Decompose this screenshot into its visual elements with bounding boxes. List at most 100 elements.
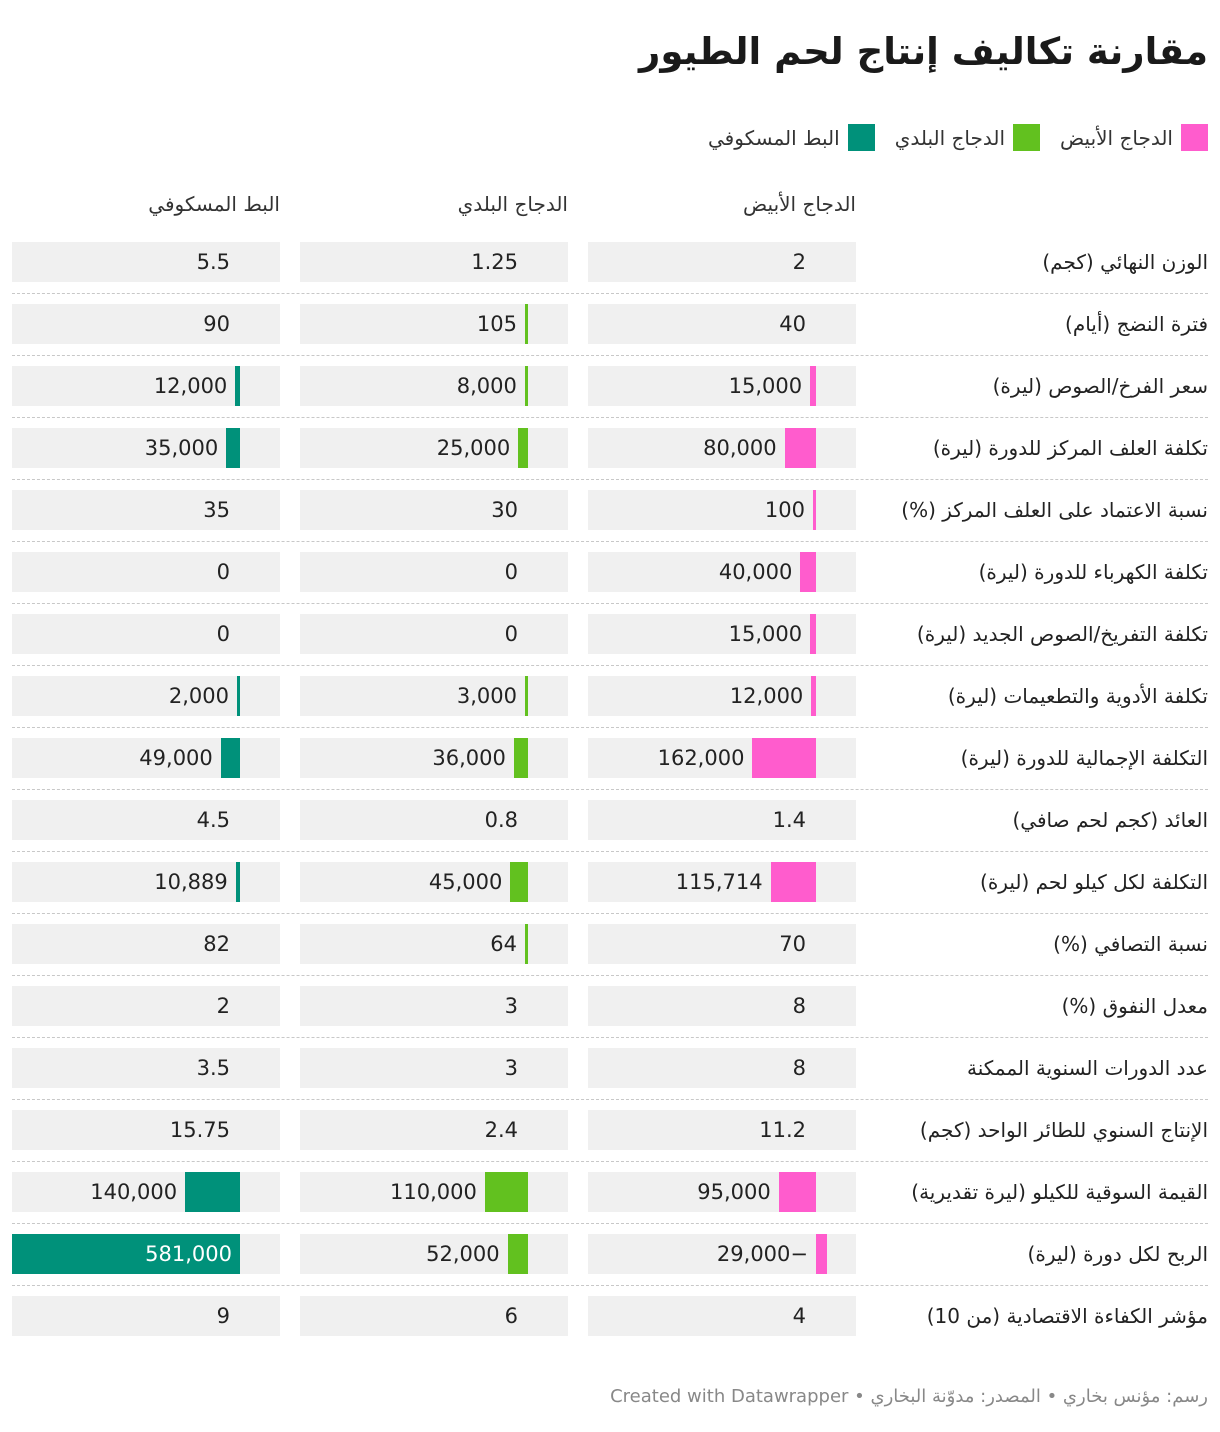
row-label: نسبة الاعتماد على العلف المركز (%) <box>901 498 1208 522</box>
bar-white-chicken <box>752 738 816 778</box>
cell-local-chicken: 0 <box>300 614 568 654</box>
bar-local-chicken <box>518 428 528 468</box>
bar-white-chicken <box>800 552 816 592</box>
value-label: 8 <box>792 994 806 1018</box>
cell-local-chicken: 3 <box>300 986 568 1026</box>
cell-local-chicken: 1.25 <box>300 242 568 282</box>
footer-credits: رسم: مؤنس بخاري • المصدر: مدوّنة البخاري… <box>610 1386 1208 1407</box>
cell-white-chicken: 4 <box>588 1296 856 1336</box>
column-header-white-chicken: الدجاج الأبيض <box>743 192 856 216</box>
legend-item-white-chicken: الدجاج الأبيض <box>1060 124 1208 151</box>
value-label: 45,000 <box>428 870 503 894</box>
cell-white-chicken: 8 <box>588 986 856 1026</box>
bar-local-chicken <box>510 862 528 902</box>
value-label: 40 <box>779 312 806 336</box>
value-label: 2 <box>792 250 806 274</box>
row-divider <box>12 1223 1208 1224</box>
row-divider <box>12 293 1208 294</box>
cell-muscovy-duck: 10,889 <box>12 862 280 902</box>
cell-white-chicken: 100 <box>588 490 856 530</box>
row-divider <box>12 1285 1208 1286</box>
legend-swatch-muscovy-duck <box>847 124 875 151</box>
cell-white-chicken: 12,000 <box>588 676 856 716</box>
value-label: 0 <box>216 622 230 646</box>
cell-local-chicken: 110,000 <box>300 1172 568 1212</box>
row-divider <box>12 913 1208 914</box>
bar-local-chicken <box>513 738 528 778</box>
legend-swatch-white-chicken <box>1181 124 1208 151</box>
row-divider <box>12 541 1208 542</box>
value-label: 3 <box>504 994 518 1018</box>
value-label: 12,000 <box>729 684 804 708</box>
cell-local-chicken: 6 <box>300 1296 568 1336</box>
cell-local-chicken: 25,000 <box>300 428 568 468</box>
bar-muscovy-duck <box>235 862 240 902</box>
cell-muscovy-duck: 5.5 <box>12 242 280 282</box>
row-divider <box>12 975 1208 976</box>
cell-muscovy-duck: 82 <box>12 924 280 964</box>
cell-local-chicken: 3 <box>300 1048 568 1088</box>
value-label: 8 <box>792 1056 806 1080</box>
cell-muscovy-duck: 0 <box>12 614 280 654</box>
bar-white-chicken <box>810 366 816 406</box>
cell-white-chicken: 70 <box>588 924 856 964</box>
value-label: 115,714 <box>675 870 763 894</box>
value-label: 70 <box>779 932 806 956</box>
cell-muscovy-duck: 140,000 <box>12 1172 280 1212</box>
value-label: 162,000 <box>657 746 745 770</box>
cell-muscovy-duck: 35 <box>12 490 280 530</box>
row-divider <box>12 479 1208 480</box>
cell-muscovy-duck: 15.75 <box>12 1110 280 1150</box>
value-label: 0 <box>504 560 518 584</box>
row-label: القيمة السوقية للكيلو (ليرة تقديرية) <box>911 1180 1208 1204</box>
value-label: 105 <box>476 312 517 336</box>
value-label: 0.8 <box>484 808 518 832</box>
value-label: 5.5 <box>196 250 230 274</box>
cell-white-chicken: 29,000− <box>588 1234 856 1274</box>
row-divider <box>12 355 1208 356</box>
cell-muscovy-duck: 12,000 <box>12 366 280 406</box>
row-label: الوزن النهائي (كجم) <box>1042 250 1208 274</box>
value-label: 1.25 <box>471 250 518 274</box>
row-label: العائد (كجم لحم صافي) <box>1012 808 1209 832</box>
row-label: التكلفة لكل كيلو لحم (ليرة) <box>980 870 1208 894</box>
cell-white-chicken: 15,000 <box>588 614 856 654</box>
cell-local-chicken: 45,000 <box>300 862 568 902</box>
value-label: 2,000 <box>168 684 229 708</box>
cell-muscovy-duck: 35,000 <box>12 428 280 468</box>
row-divider <box>12 665 1208 666</box>
value-label: 8,000 <box>456 374 517 398</box>
row-divider <box>12 1161 1208 1162</box>
cell-muscovy-duck: 0 <box>12 552 280 592</box>
value-label: 3,000 <box>456 684 517 708</box>
value-label: 12,000 <box>153 374 228 398</box>
row-label: تكلفة الكهرباء للدورة (ليرة) <box>978 560 1208 584</box>
cell-white-chicken: 40 <box>588 304 856 344</box>
cell-local-chicken: 105 <box>300 304 568 344</box>
legend-item-muscovy-duck: البط المسكوفي <box>708 124 875 151</box>
row-label: نسبة التصافي (%) <box>1053 932 1208 956</box>
value-label: 6 <box>504 1304 518 1328</box>
column-header-muscovy-duck: البط المسكوفي <box>148 192 280 216</box>
bar-white-chicken <box>816 1234 828 1274</box>
value-label: 49,000 <box>139 746 213 770</box>
bar-white-chicken <box>778 1172 816 1212</box>
column-header-local-chicken: الدجاج البلدي <box>457 192 568 216</box>
legend-label-muscovy-duck: البط المسكوفي <box>708 125 840 150</box>
value-label: 82 <box>203 932 230 956</box>
cell-white-chicken: 15,000 <box>588 366 856 406</box>
row-label: عدد الدورات السنوية الممكنة <box>967 1056 1208 1080</box>
bar-white-chicken <box>811 676 816 716</box>
value-label: 581,000 <box>145 1242 232 1266</box>
value-label: 95,000 <box>697 1180 771 1204</box>
value-label: 15.75 <box>169 1118 230 1142</box>
cell-muscovy-duck: 4.5 <box>12 800 280 840</box>
value-label: 15,000 <box>728 622 803 646</box>
value-label: 52,000 <box>426 1242 500 1266</box>
legend: الدجاج الأبيض الدجاج البلدي البط المسكوف… <box>708 124 1208 151</box>
bar-local-chicken <box>524 366 528 406</box>
legend-label-local-chicken: الدجاج البلدي <box>894 125 1006 150</box>
bar-muscovy-duck <box>226 428 240 468</box>
value-label: 25,000 <box>436 436 511 460</box>
bar-muscovy-duck <box>235 366 240 406</box>
